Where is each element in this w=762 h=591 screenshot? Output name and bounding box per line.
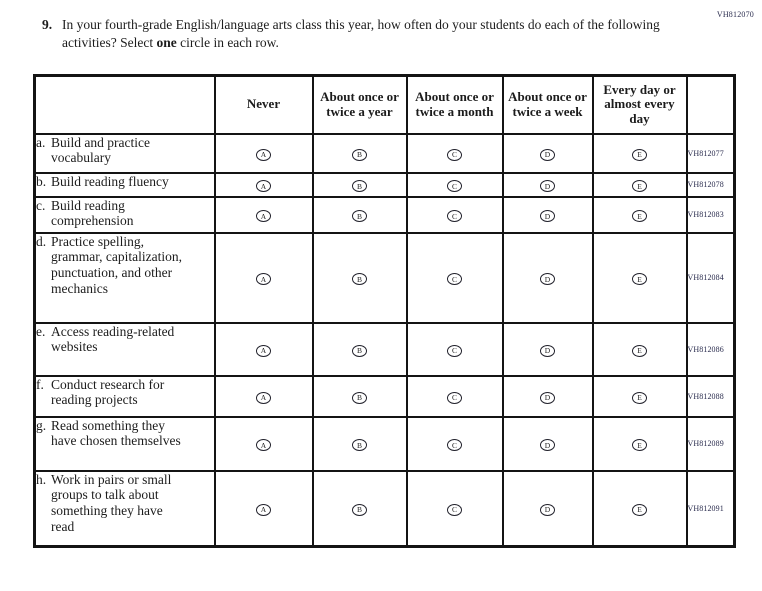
- item-code: VH812088: [685, 374, 736, 418]
- table-row-c: c. Build reading comprehension A B C D E …: [33, 195, 736, 234]
- table-row-a: a. Build and practice vocabulary A B C D …: [33, 132, 736, 174]
- bubble-month[interactable]: C: [447, 344, 462, 357]
- activity-label: g. Read something they have chosen themse…: [33, 415, 216, 472]
- question-text-before: In your fourth-grade English/language ar…: [62, 17, 660, 50]
- activity-label: a. Build and practice vocabulary: [33, 132, 216, 174]
- question-number: 9.: [42, 17, 53, 32]
- bubble-everyday[interactable]: E: [632, 439, 647, 452]
- bubble-week[interactable]: D: [540, 439, 555, 452]
- bubble-year[interactable]: B: [352, 273, 367, 286]
- question-block: 9. In your fourth-grade English/language…: [42, 16, 670, 51]
- bubble-month[interactable]: C: [447, 273, 462, 286]
- bubble-never[interactable]: A: [256, 439, 271, 452]
- bubble-year[interactable]: B: [352, 148, 367, 161]
- bubble-never[interactable]: A: [256, 391, 271, 404]
- table-row-f: f. Conduct research for reading projects …: [33, 374, 736, 418]
- item-code: VH812077: [685, 132, 736, 174]
- table-row-b: b. Build reading fluency A B C D E VH8120…: [33, 171, 736, 198]
- bubble-year[interactable]: B: [352, 391, 367, 404]
- table-row-d: d. Practice spelling, grammar, capitaliza…: [33, 231, 736, 324]
- bubble-month[interactable]: C: [447, 504, 462, 516]
- bubble-everyday[interactable]: E: [632, 273, 647, 286]
- bubble-everyday[interactable]: E: [632, 210, 647, 223]
- table-row-e: e. Access reading-related websites A B C …: [33, 321, 736, 377]
- item-code: VH812091: [685, 469, 736, 548]
- item-code: VH812086: [685, 321, 736, 377]
- bubble-year[interactable]: B: [352, 180, 367, 193]
- form-code: VH812070: [716, 10, 754, 19]
- bubble-month[interactable]: C: [447, 210, 462, 223]
- activity-label: b. Build reading fluency: [33, 171, 216, 198]
- bubble-week[interactable]: D: [540, 391, 555, 404]
- table-row-h: h. Work in pairs or small groups to talk …: [33, 469, 736, 548]
- col-header-never: Never: [213, 74, 314, 135]
- code-column-header: [685, 74, 736, 135]
- bubble-never[interactable]: A: [256, 148, 271, 161]
- bubble-week[interactable]: D: [540, 344, 555, 357]
- table-row-g: g. Read something they have chosen themse…: [33, 415, 736, 472]
- bubble-month[interactable]: C: [447, 148, 462, 161]
- bubble-year[interactable]: B: [352, 504, 367, 516]
- activity-label: e. Access reading-related websites: [33, 321, 216, 377]
- question-text-after: circle in each row.: [176, 34, 279, 50]
- bubble-week[interactable]: D: [540, 210, 555, 223]
- bubble-year[interactable]: B: [352, 439, 367, 452]
- col-header-year: About once or twice a year: [311, 74, 408, 135]
- question-bold-word: one: [156, 34, 177, 50]
- item-code: VH812084: [685, 231, 736, 324]
- activity-label: f. Conduct research for reading projects: [33, 374, 216, 418]
- activity-label: h. Work in pairs or small groups to talk …: [33, 469, 216, 548]
- bubble-everyday[interactable]: E: [632, 391, 647, 404]
- bubble-never[interactable]: A: [256, 180, 271, 193]
- col-header-month: About once or twice a month: [405, 74, 504, 135]
- item-code: VH812089: [685, 415, 736, 472]
- activity-column-header: [33, 74, 216, 135]
- item-code: VH812083: [685, 195, 736, 234]
- question-text: In your fourth-grade English/language ar…: [62, 16, 670, 51]
- bubble-week[interactable]: D: [540, 273, 555, 286]
- bubble-everyday[interactable]: E: [632, 344, 647, 357]
- bubble-never[interactable]: A: [256, 504, 271, 516]
- bubble-never[interactable]: A: [256, 210, 271, 223]
- item-code: VH812078: [685, 171, 736, 198]
- bubble-month[interactable]: C: [447, 439, 462, 452]
- bubble-week[interactable]: D: [540, 504, 555, 516]
- bubble-year[interactable]: B: [352, 210, 367, 223]
- bubble-everyday[interactable]: E: [632, 504, 647, 516]
- col-header-week: About once or twice a week: [501, 74, 594, 135]
- bubble-everyday[interactable]: E: [632, 180, 647, 193]
- activity-label: d. Practice spelling, grammar, capitaliza…: [33, 231, 216, 324]
- bubble-week[interactable]: D: [540, 180, 555, 193]
- frequency-matrix-table: Never About once or twice a year About o…: [33, 74, 736, 548]
- bubble-never[interactable]: A: [256, 273, 271, 286]
- bubble-week[interactable]: D: [540, 148, 555, 161]
- bubble-never[interactable]: A: [256, 344, 271, 357]
- bubble-year[interactable]: B: [352, 344, 367, 357]
- bubble-month[interactable]: C: [447, 391, 462, 404]
- col-header-everyday: Every day or almost every day: [591, 74, 688, 135]
- header-row: Never About once or twice a year About o…: [33, 74, 736, 135]
- activity-label: c. Build reading comprehension: [33, 195, 216, 234]
- bubble-everyday[interactable]: E: [632, 148, 647, 161]
- bubble-month[interactable]: C: [447, 180, 462, 193]
